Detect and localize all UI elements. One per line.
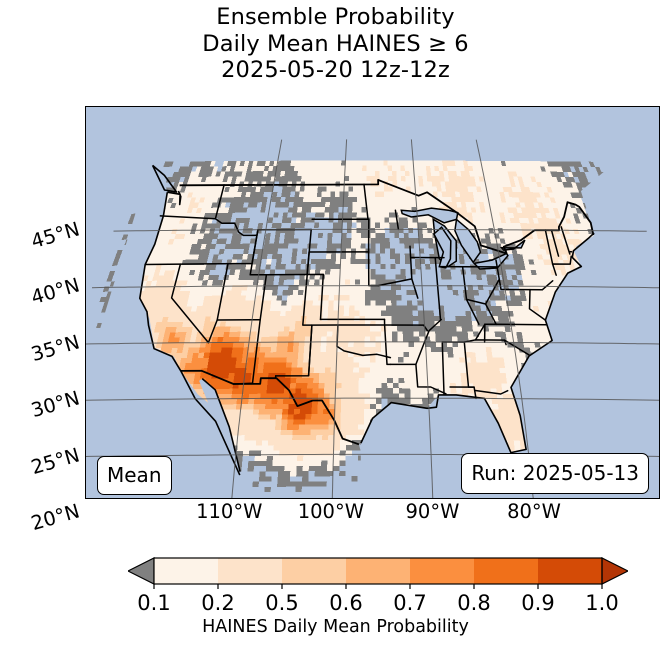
- lat-tick-40N: 40°N: [28, 273, 83, 310]
- colorbar-band-2: [282, 558, 347, 584]
- statistic-label: Mean: [107, 462, 162, 487]
- colorbar[interactable]: [128, 555, 628, 589]
- statistic-label-box: Mean: [97, 456, 172, 495]
- colorbar-tick-label-5: 0.8: [457, 591, 491, 615]
- colorbar-tick-label-0: 0.1: [137, 591, 171, 615]
- colorbar-tick-label-2: 0.5: [265, 591, 299, 615]
- title-line-2: Daily Mean HAINES ≥ 6: [202, 30, 469, 57]
- colorbar-over-arrow: [601, 557, 628, 585]
- colorbar-band-0: [154, 558, 219, 584]
- lat-tick-45N: 45°N: [28, 217, 83, 253]
- colorbar-gradient: [128, 557, 628, 589]
- map-panel[interactable]: Mean Run: 2025-05-13: [85, 106, 660, 499]
- lat-tick-25N: 25°N: [28, 443, 83, 479]
- colorbar-band-5: [474, 558, 539, 584]
- colorbar-title: HAINES Daily Mean Probability: [202, 617, 469, 637]
- lon-tick-80W: 80°W: [507, 500, 561, 523]
- colorbar-tick-label-1: 0.2: [201, 591, 235, 615]
- colorbar-tick-label-3: 0.6: [329, 591, 363, 615]
- colorbar-band-1: [218, 558, 283, 584]
- model-run-label: Run: 2025-05-13: [471, 460, 639, 485]
- figure-title: Ensemble Probability Daily Mean HAINES ≥…: [0, 4, 671, 84]
- great-lakes: [400, 207, 526, 270]
- lat-tick-35N: 35°N: [28, 330, 83, 366]
- graticule: [86, 139, 659, 498]
- state-borders: [144, 183, 573, 400]
- colorbar-band-3: [346, 558, 411, 584]
- colorbar-band-4: [410, 558, 475, 584]
- lon-tick-110W: 110°W: [196, 500, 263, 523]
- title-line-1: Ensemble Probability: [216, 4, 455, 30]
- colorbar-under-arrow: [128, 557, 155, 585]
- title-line-3: 2025-05-20 12z-12z: [221, 57, 450, 83]
- colorbar-tick-label-6: 0.9: [521, 591, 555, 615]
- model-run-box: Run: 2025-05-13: [461, 453, 649, 494]
- colorbar-tick-label-7: 1.0: [585, 591, 619, 615]
- colorbar-band-6: [538, 558, 603, 584]
- lat-tick-30N: 30°N: [28, 386, 83, 423]
- lat-tick-20N: 20°N: [28, 499, 83, 536]
- lon-tick-90W: 90°W: [405, 500, 460, 523]
- map-raster: [86, 107, 659, 498]
- lon-tick-100W: 100°W: [297, 500, 364, 523]
- colorbar-tick-label-4: 0.7: [393, 591, 427, 615]
